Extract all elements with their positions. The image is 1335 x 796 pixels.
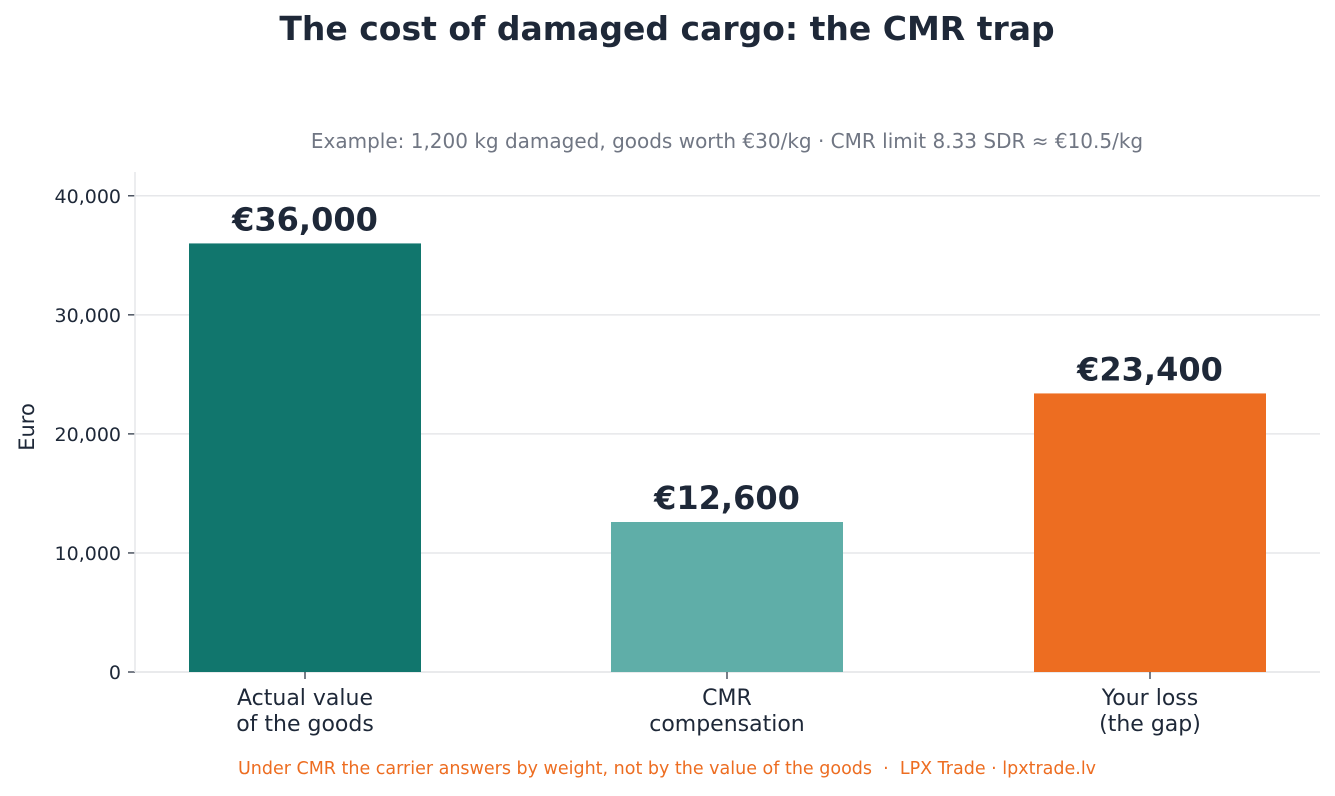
data-labels: €36,000 €12,600 €23,400 xyxy=(231,200,1223,517)
chart-footer: Under CMR the carrier answers by weight,… xyxy=(238,759,1096,779)
y-tick-label: 20,000 xyxy=(55,424,121,446)
y-tick-labels: 0 10,000 20,000 30,000 40,000 xyxy=(55,186,121,684)
chart-subtitle: Example: 1,200 kg damaged, goods worth €… xyxy=(311,129,1143,153)
x-tick-label: (the gap) xyxy=(1099,712,1201,737)
x-tick-label: CMR xyxy=(702,686,752,711)
x-tick-label: Your loss xyxy=(1101,686,1198,711)
bar-value-label: €23,400 xyxy=(1076,350,1223,388)
x-tick-label: Actual value xyxy=(237,686,373,711)
chart-title: The cost of damaged cargo: the CMR trap xyxy=(279,9,1054,48)
bar xyxy=(1034,393,1266,672)
bar-value-label: €36,000 xyxy=(231,200,378,238)
x-tick-label: compensation xyxy=(649,712,805,737)
y-tick-label: 0 xyxy=(109,662,121,684)
y-tick-label: 30,000 xyxy=(55,305,121,327)
x-tick-label: of the goods xyxy=(236,712,374,737)
y-tick-label: 40,000 xyxy=(55,186,121,208)
bars xyxy=(189,243,1266,672)
bar-value-label: €12,600 xyxy=(653,479,800,517)
y-axis-label: Euro xyxy=(15,403,39,451)
bar xyxy=(611,522,843,672)
y-tick-label: 10,000 xyxy=(55,543,121,565)
bar xyxy=(189,243,421,672)
